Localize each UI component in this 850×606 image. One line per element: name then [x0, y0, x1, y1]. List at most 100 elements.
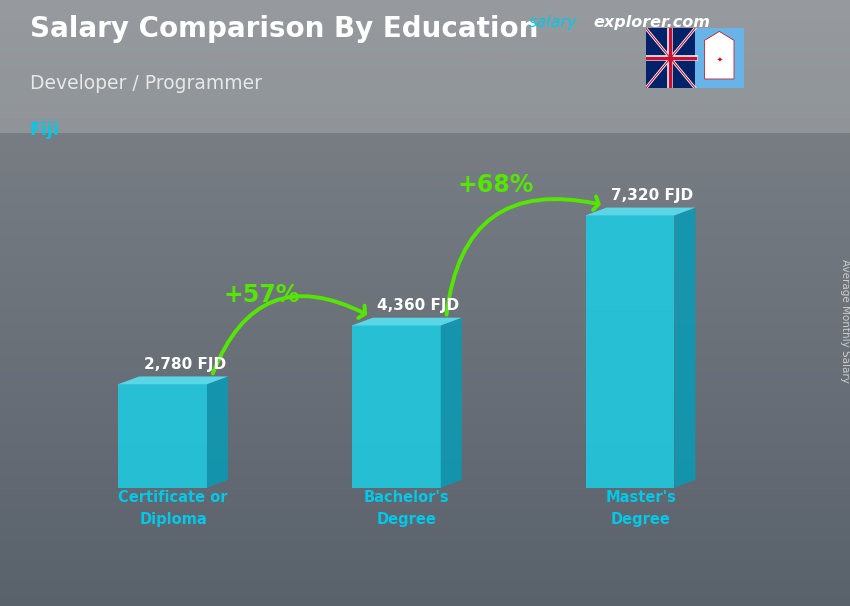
Bar	[0, 148, 850, 152]
Bar	[0, 248, 850, 251]
Bar	[0, 185, 850, 188]
Bar	[0, 6, 850, 9]
Bar	[0, 594, 850, 597]
Bar	[0, 527, 850, 530]
Bar	[0, 397, 850, 400]
Bar	[0, 191, 850, 194]
Bar	[0, 564, 850, 567]
Bar	[0, 570, 850, 573]
Bar	[0, 379, 850, 382]
Text: ✦: ✦	[717, 56, 722, 62]
Bar	[0, 561, 850, 564]
Polygon shape	[705, 32, 734, 79]
Bar	[0, 294, 850, 297]
Bar	[0, 524, 850, 527]
Bar	[0, 488, 850, 491]
Bar	[0, 85, 850, 88]
Bar	[0, 167, 850, 170]
Bar	[0, 306, 850, 309]
Bar	[0, 530, 850, 533]
Bar	[0, 24, 850, 27]
Bar	[0, 536, 850, 539]
Bar	[0, 267, 850, 270]
Bar	[0, 242, 850, 245]
Bar	[0, 239, 850, 242]
Bar	[0, 497, 850, 500]
Bar	[0, 309, 850, 312]
Bar	[0, 582, 850, 585]
Bar	[0, 382, 850, 385]
Bar	[0, 448, 850, 451]
Text: 2,780 FJD: 2,780 FJD	[144, 356, 226, 371]
Bar	[0, 197, 850, 200]
Bar	[0, 433, 850, 436]
Bar	[0, 258, 850, 261]
Text: salary: salary	[529, 15, 577, 30]
Bar	[0, 170, 850, 173]
Text: Bachelor's
Degree: Bachelor's Degree	[364, 490, 450, 527]
Bar	[0, 454, 850, 458]
Bar	[0, 470, 850, 473]
Bar	[0, 36, 850, 39]
Bar	[0, 445, 850, 448]
Bar	[0, 236, 850, 239]
Polygon shape	[586, 208, 695, 215]
Bar	[0, 509, 850, 512]
Bar	[0, 224, 850, 227]
Bar	[0, 312, 850, 315]
Bar	[0, 270, 850, 273]
Bar	[0, 458, 850, 461]
Bar	[0, 142, 850, 145]
Bar	[0, 385, 850, 388]
Bar	[0, 373, 850, 376]
Bar	[0, 482, 850, 485]
Bar	[0, 215, 850, 218]
Bar	[0, 464, 850, 467]
Bar	[0, 479, 850, 482]
Bar	[0, 358, 850, 361]
Bar	[0, 424, 850, 427]
Bar	[0, 124, 850, 127]
Bar	[0, 64, 850, 67]
Bar	[0, 376, 850, 379]
Bar	[0, 109, 850, 112]
FancyArrowPatch shape	[212, 296, 365, 373]
Bar	[0, 179, 850, 182]
Bar	[0, 273, 850, 276]
Bar	[0, 279, 850, 282]
Bar	[0, 551, 850, 554]
Bar	[0, 112, 850, 115]
Bar	[0, 603, 850, 606]
Bar	[0, 461, 850, 464]
Polygon shape	[352, 325, 440, 488]
Bar	[0, 103, 850, 106]
Bar	[0, 245, 850, 248]
Bar	[0, 118, 850, 121]
Bar	[0, 227, 850, 230]
Bar	[0, 45, 850, 48]
Bar	[0, 88, 850, 91]
Bar	[0, 200, 850, 203]
FancyArrowPatch shape	[446, 196, 598, 315]
Bar	[0, 409, 850, 412]
Text: +57%: +57%	[224, 284, 300, 307]
Bar	[0, 139, 850, 142]
Bar	[0, 97, 850, 100]
Bar	[0, 251, 850, 255]
Bar	[0, 73, 850, 76]
Bar	[0, 400, 850, 403]
Bar	[0, 130, 850, 133]
Bar	[0, 300, 850, 303]
Bar	[0, 427, 850, 430]
Polygon shape	[674, 208, 695, 488]
Text: 4,360 FJD: 4,360 FJD	[377, 298, 460, 313]
Bar	[0, 418, 850, 421]
Bar	[0, 388, 850, 391]
Polygon shape	[118, 384, 207, 488]
Bar	[0, 15, 850, 18]
Bar	[0, 451, 850, 454]
Bar	[0, 155, 850, 158]
Bar	[0, 512, 850, 515]
Bar	[0, 600, 850, 603]
Text: Master's
Degree: Master's Degree	[605, 490, 676, 527]
